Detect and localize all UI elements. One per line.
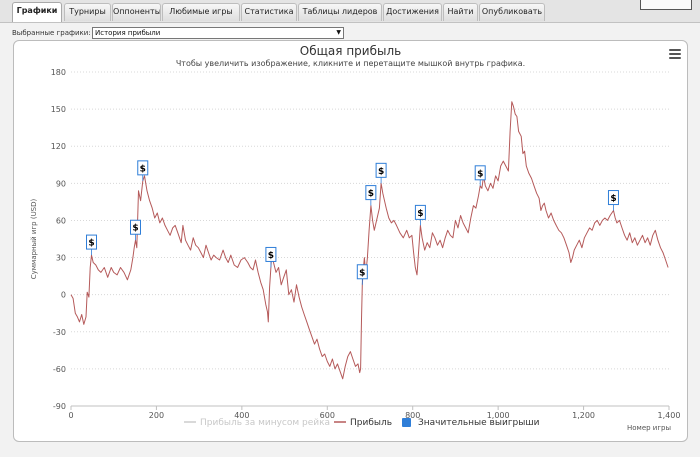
x-tick-label: 200 (149, 411, 164, 420)
chart-selector-value: История прибыли (95, 29, 161, 37)
y-tick-label: 0 (61, 291, 66, 300)
profit-chart[interactable]: -90 -60 -30 0 30 60 90 120 150 180 0 200 400 600 800 1,… (14, 41, 687, 441)
chart-selector-dropdown[interactable]: История прибыли ▼ (92, 27, 344, 39)
big-win-flag-box (86, 234, 98, 250)
tab-5[interactable]: Таблицы лидеров (298, 3, 382, 21)
chart-panel[interactable]: Общая прибыль Чтобы увеличить изображени… (13, 40, 688, 442)
hamburger-menu-icon[interactable] (669, 49, 681, 59)
big-win-flag-label: $ (359, 268, 365, 278)
big-win-flag-label: $ (368, 189, 374, 199)
tab-6[interactable]: Достижения (383, 3, 442, 21)
chart-selector-label: Выбранные графики: (12, 29, 91, 37)
y-tick-label: -30 (53, 328, 66, 337)
big-win-flag-label: $ (477, 169, 483, 179)
x-tick-label: 800 (405, 411, 420, 420)
big-win-flag[interactable]: $ (365, 185, 377, 206)
big-win-flag[interactable]: $ (356, 264, 368, 285)
big-win-flag[interactable]: $ (375, 162, 387, 184)
big-win-flag-label: $ (417, 209, 423, 219)
tab-1[interactable]: Турниры (64, 3, 111, 21)
tab-0[interactable]: Графики (12, 2, 62, 22)
x-tick-label: 1,400 (658, 411, 681, 420)
legend-label: Значительные выигрыши (418, 418, 540, 428)
y-tick-label: 150 (51, 105, 66, 114)
big-win-flag-label: $ (268, 251, 274, 261)
big-win-flag[interactable]: $ (129, 219, 141, 241)
big-win-flag-box (414, 204, 426, 220)
big-win-flag[interactable]: $ (137, 160, 149, 181)
chevron-down-icon: ▼ (336, 29, 341, 36)
x-axis-title: Номер игры (627, 424, 671, 432)
x-tick-label: 600 (320, 411, 335, 420)
big-win-flag-box (137, 160, 149, 176)
big-win-flag-box (375, 162, 387, 178)
big-win-flag[interactable]: $ (414, 204, 426, 226)
big-win-flag-label: $ (378, 167, 384, 177)
big-win-flag[interactable]: $ (607, 190, 619, 211)
y-axis-title: Суммарный игр (USD) (30, 198, 38, 279)
y-tick-label: 30 (56, 254, 66, 263)
big-win-flag[interactable]: $ (265, 246, 277, 268)
x-tick-label: 1,200 (572, 411, 595, 420)
legend-symbol (402, 418, 411, 427)
legend-item[interactable]: Прибыль за минусом рейка (184, 418, 330, 428)
big-win-flag-label: $ (610, 194, 616, 204)
x-tick-label: 0 (68, 411, 73, 420)
tab-2[interactable]: Оппоненты (112, 3, 161, 21)
y-tick-label: 60 (56, 216, 66, 225)
tab-3[interactable]: Любимые игры (162, 3, 240, 21)
big-win-flag-label: $ (88, 239, 94, 249)
x-tick-label: 400 (234, 411, 249, 420)
big-win-flag-label: $ (140, 164, 146, 174)
top-right-control[interactable] (640, 0, 692, 10)
x-tick-label: 1,000 (487, 411, 510, 420)
big-win-flag[interactable]: $ (474, 165, 486, 186)
big-win-flag-box (265, 246, 277, 262)
chart-title: Общая прибыль (299, 44, 402, 58)
big-win-flag-box (365, 185, 377, 201)
big-win-flag-box (129, 219, 141, 235)
y-tick-label: 180 (51, 68, 66, 77)
tab-7[interactable]: Найти (443, 3, 478, 21)
big-win-flag-box (607, 190, 619, 206)
big-win-flag-box (356, 264, 368, 280)
profit-series-line[interactable] (70, 101, 669, 380)
big-win-flag[interactable]: $ (86, 234, 98, 256)
big-win-flag-box (474, 165, 486, 181)
y-tick-label: -90 (53, 402, 66, 411)
legend-label: Прибыль (350, 418, 392, 428)
y-tick-label: 120 (51, 142, 66, 151)
legend-item[interactable]: Прибыль (334, 418, 392, 428)
y-tick-label: 90 (56, 179, 66, 188)
tab-4[interactable]: Статистика (241, 3, 297, 21)
tab-8[interactable]: Опубликовать (479, 3, 545, 21)
legend-label: Прибыль за минусом рейка (200, 418, 330, 428)
y-tick-label: -60 (53, 365, 66, 374)
tab-bar: Графики Турниры Оппоненты Любимые игры Стати… (0, 0, 700, 23)
big-win-flag-label: $ (132, 224, 138, 234)
chart-subtitle: Чтобы увеличить изображение, кликните и … (175, 59, 526, 68)
legend-item[interactable]: Значительные выигрыши (402, 418, 540, 428)
